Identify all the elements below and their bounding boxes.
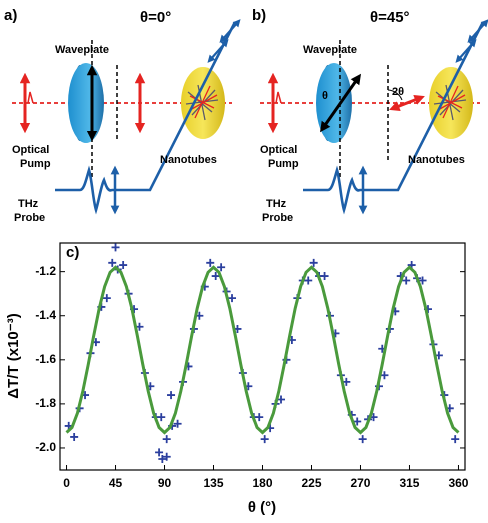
nanotubes-label: Nanotubes — [160, 154, 217, 166]
data-point — [402, 276, 411, 285]
angle-label: θ=0° — [140, 9, 171, 26]
data-point — [162, 435, 171, 444]
angle-label: θ=45° — [370, 9, 410, 26]
pump-label: Pump — [20, 158, 51, 170]
data-point — [167, 391, 176, 400]
data-point — [211, 272, 220, 281]
data-point — [358, 435, 367, 444]
y-tick-label: -1.2 — [35, 264, 56, 278]
data-point — [157, 413, 166, 422]
x-tick-label: 315 — [399, 476, 419, 490]
pump-polarization — [389, 94, 425, 112]
plot-frame — [59, 242, 466, 471]
pump-label: Optical — [12, 144, 49, 156]
x-tick-label: 270 — [350, 476, 370, 490]
y-tick-label: -2.0 — [35, 440, 56, 454]
data-point — [277, 395, 286, 404]
data-point — [353, 417, 362, 426]
data-point — [217, 263, 226, 272]
diagram-a — [12, 22, 238, 210]
data-point — [451, 435, 460, 444]
data-point — [70, 432, 79, 441]
data-point — [158, 454, 167, 463]
data-point — [111, 243, 120, 252]
data-point — [228, 294, 237, 303]
x-tick-label: 360 — [448, 476, 468, 490]
data-point — [206, 258, 215, 267]
fit-line — [65, 265, 460, 435]
y-tick-label: -1.8 — [35, 396, 56, 410]
x-axis-label: θ (°) — [248, 499, 276, 516]
probe-label: Probe — [14, 212, 45, 224]
data-point — [155, 448, 164, 457]
x-tick-label: 135 — [203, 476, 223, 490]
x-tick-label: 0 — [63, 476, 70, 490]
pump-label: Pump — [268, 158, 299, 170]
data-point — [108, 258, 117, 267]
y-axis-label: ΔT/T (x10⁻³) — [5, 313, 22, 398]
probe-label: THz — [18, 198, 39, 210]
data-point — [119, 261, 128, 270]
two-theta-label: 2θ — [392, 86, 404, 98]
setup — [260, 22, 486, 210]
panel-label: c) — [66, 244, 79, 261]
pump-label: Optical — [260, 144, 297, 156]
x-tick-label: 225 — [301, 476, 321, 490]
y-tick-label: -1.6 — [35, 352, 56, 366]
data-point — [255, 413, 264, 422]
probe-label: Probe — [262, 212, 293, 224]
data-point — [102, 294, 111, 303]
panel-label: a) — [4, 7, 17, 24]
waveplate-label: Waveplate — [55, 44, 109, 56]
data-point — [380, 371, 389, 380]
theta-label: θ — [322, 90, 328, 102]
nanotubes-label: Nanotubes — [408, 154, 465, 166]
x-tick-label: 90 — [158, 476, 172, 490]
data-point — [173, 419, 182, 428]
chart: c) θ (°) ΔT/T (x10⁻³) 0 45 90 135 180 225 270 3… — [5, 242, 469, 516]
data-point — [320, 272, 329, 281]
data-point — [309, 258, 318, 267]
panel-label: b) — [252, 7, 266, 24]
x-tick-label: 180 — [252, 476, 272, 490]
x-tick-label: 45 — [109, 476, 123, 490]
waveplate-label: Waveplate — [303, 44, 357, 56]
data-point — [260, 435, 269, 444]
data-point — [162, 452, 171, 461]
probe-label: THz — [266, 198, 287, 210]
data-point — [418, 276, 427, 285]
data-point — [304, 276, 313, 285]
diagram-b — [260, 22, 486, 210]
waveplate-axis — [319, 73, 362, 133]
y-tick-label: -1.4 — [35, 308, 56, 322]
